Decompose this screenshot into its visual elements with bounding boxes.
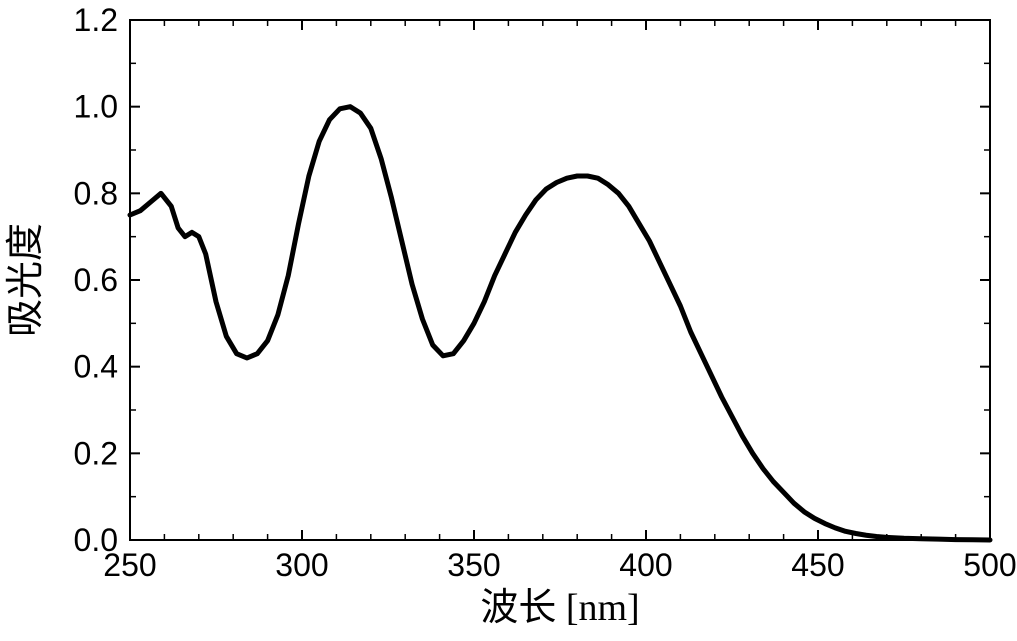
y-tick-label: 1.2: [74, 2, 118, 38]
y-tick-label: 1.0: [74, 89, 118, 125]
y-tick-label: 0.0: [74, 522, 118, 558]
x-tick-label: 350: [447, 547, 500, 583]
y-axis-title: 吸光度: [5, 223, 47, 337]
absorbance-line-chart: 2503003504004505000.00.20.40.60.81.01.2波…: [0, 0, 1017, 641]
x-tick-label: 400: [619, 547, 672, 583]
y-tick-label: 0.2: [74, 435, 118, 471]
chart-container: 2503003504004505000.00.20.40.60.81.01.2波…: [0, 0, 1017, 641]
x-tick-label: 450: [791, 547, 844, 583]
y-tick-label: 0.4: [74, 349, 118, 385]
x-axis-title: 波长 [nm]: [480, 587, 639, 629]
y-tick-label: 0.8: [74, 175, 118, 211]
x-tick-label: 300: [275, 547, 328, 583]
x-tick-label: 500: [963, 547, 1016, 583]
y-tick-label: 0.6: [74, 262, 118, 298]
